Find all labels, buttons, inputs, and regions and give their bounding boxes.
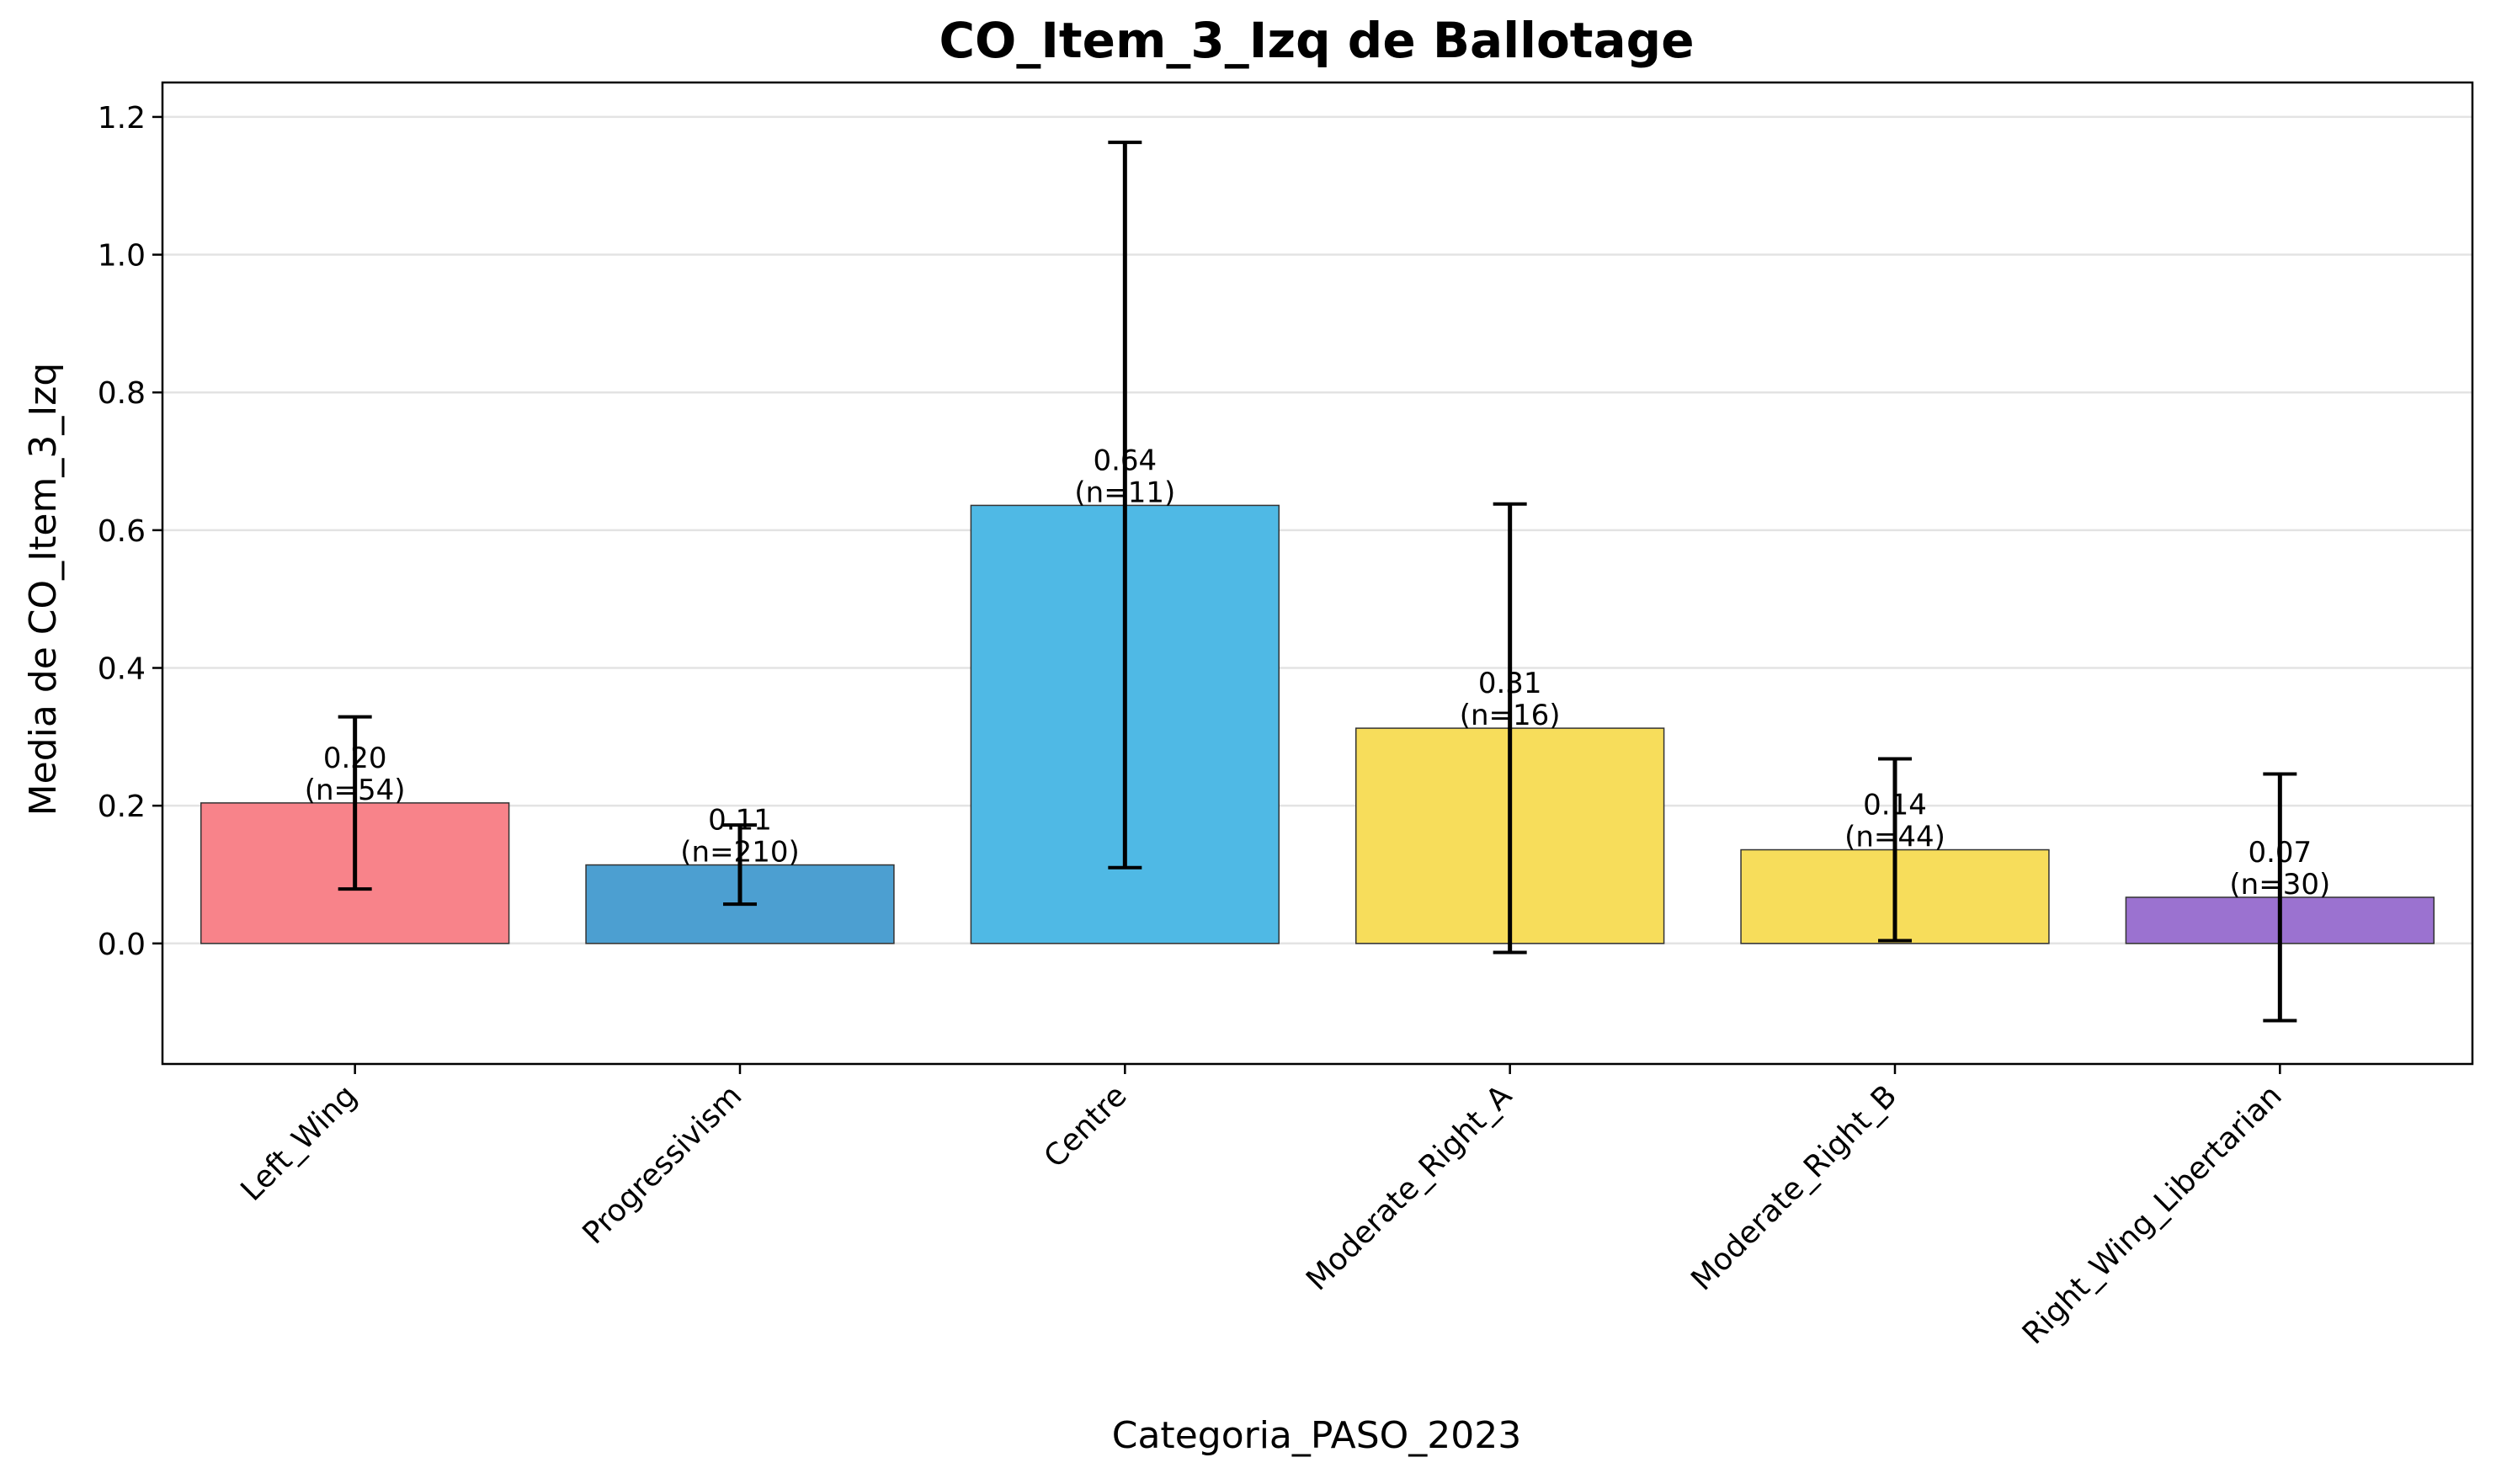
x-tick-label: Centre (1038, 1078, 1134, 1174)
x-tick-label: Right_Wing_Libertarian (2016, 1078, 2289, 1351)
bar-count-label: (n=16) (1460, 699, 1561, 732)
bar-value-label: 0.11 (708, 804, 772, 838)
y-tick-label: 1.0 (98, 239, 146, 274)
chart-title: CO_Item_3_Izq de Ballotage (939, 12, 1694, 69)
x-tick-label: Left_Wing (234, 1078, 364, 1208)
error-bars (338, 141, 2297, 1023)
bar-count-label: (n=44) (1844, 821, 1945, 854)
bar-value-label: 0.07 (2248, 836, 2312, 870)
grid-lines (162, 115, 2472, 945)
x-axis: Left_Wing Progressivism Centre Moderate_Rig… (234, 1064, 2289, 1351)
bars (200, 504, 2435, 944)
y-tick-label: 0.0 (98, 928, 146, 962)
y-tick-label: 1.2 (98, 101, 146, 136)
y-axis: 0.0 0.2 0.4 0.6 0.8 1.0 1.2 (98, 101, 162, 962)
bar-count-label: (n=54) (305, 774, 406, 807)
x-tick-label: Progressivism (576, 1078, 748, 1251)
bar-value-labels: 0.20(n=54) 0.11(n=210) 0.64(n=11) 0.31(n=16… (305, 444, 2331, 902)
y-tick-label: 0.8 (98, 376, 146, 411)
y-tick-label: 0.4 (98, 652, 146, 687)
bar-value-label: 0.14 (1863, 789, 1927, 822)
x-axis-label: Categoria_PASO_2023 (1112, 1414, 1522, 1457)
bar-count-label: (n=210) (680, 836, 799, 870)
x-tick-label: Moderate_Right_A (1300, 1078, 1519, 1297)
x-tick-label: Moderate_Right_B (1684, 1078, 1903, 1297)
y-axis-label: Media de CO_Item_3_Izq (22, 363, 65, 816)
bar-value-label: 0.64 (1093, 444, 1157, 477)
bar-count-label: (n=11) (1074, 476, 1175, 509)
plot-frame (161, 81, 2474, 1066)
bar-count-label: (n=30) (2229, 868, 2330, 902)
bar-value-label: 0.31 (1478, 667, 1542, 700)
y-tick-label: 0.6 (98, 514, 146, 549)
bar-value-label: 0.20 (323, 742, 387, 775)
y-tick-label: 0.2 (98, 790, 146, 824)
